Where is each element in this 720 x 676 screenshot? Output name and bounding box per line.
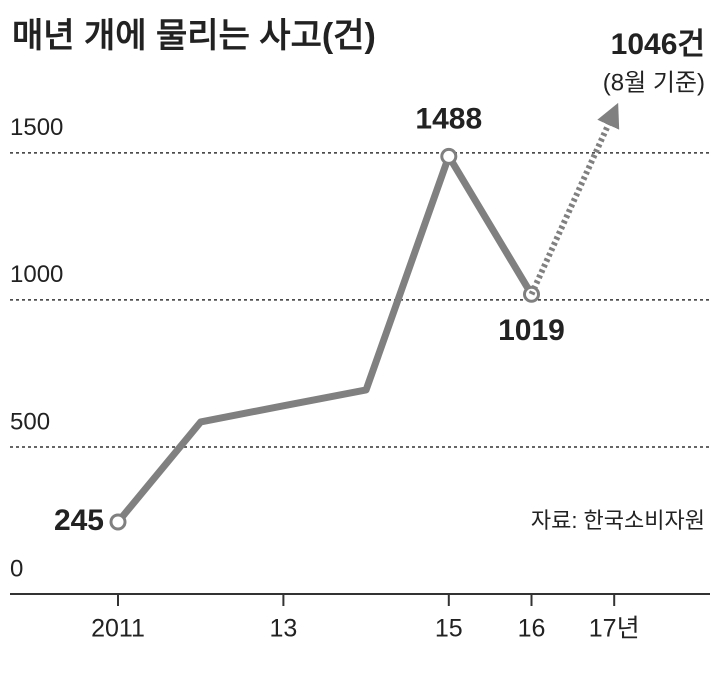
data-label: 245: [54, 504, 104, 537]
point: [440, 147, 458, 165]
y-tick-label: 1000: [10, 261, 63, 288]
y-tick-label: 0: [10, 555, 23, 582]
y-tick-label: 1500: [10, 114, 63, 141]
line: [528, 102, 620, 296]
x-tick-label: 2011: [91, 615, 145, 643]
x-tick-label: 13: [269, 615, 297, 643]
x-tick-label: 16: [518, 615, 546, 643]
point: [109, 513, 127, 531]
x-tick-label: 17년: [589, 615, 640, 643]
source: 자료: 한국소비자원: [531, 508, 705, 533]
x-tick-label: 15: [435, 615, 463, 643]
data-label: 1488: [415, 102, 482, 135]
chart-title: 매년 개에 물리는 사고(건): [12, 17, 376, 55]
data-label: 1019: [498, 314, 565, 347]
line: [115, 152, 535, 525]
y-tick-label: 500: [10, 408, 50, 435]
annotation: 1046건: [611, 28, 705, 61]
annotation: (8월 기준): [603, 69, 705, 96]
